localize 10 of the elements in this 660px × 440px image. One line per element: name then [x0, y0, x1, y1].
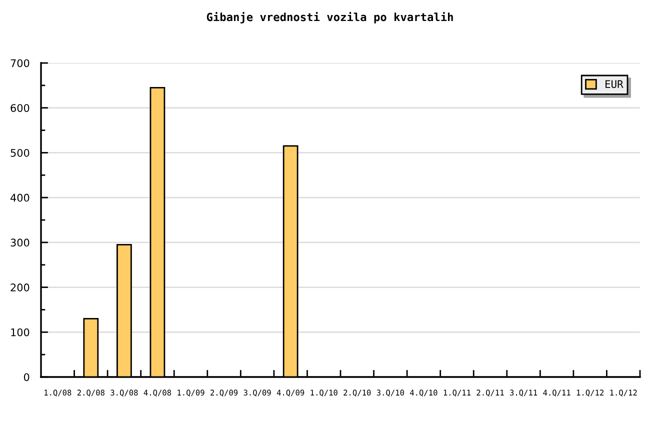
- chart-title: Gibanje vrednosti vozila po kvartalih: [206, 12, 453, 24]
- y-tick-label: 200: [10, 284, 30, 292]
- y-tick-label: 500: [10, 148, 30, 157]
- y-tick-label: 0: [24, 373, 30, 382]
- y-tick-label: 400: [10, 194, 30, 202]
- y-tick-label: 700: [10, 59, 30, 68]
- y-tick-label: 600: [10, 104, 30, 112]
- legend-label: EUR: [606, 80, 624, 88]
- y-tick-label: 300: [10, 238, 30, 247]
- y-tick-label: 100: [11, 328, 30, 336]
